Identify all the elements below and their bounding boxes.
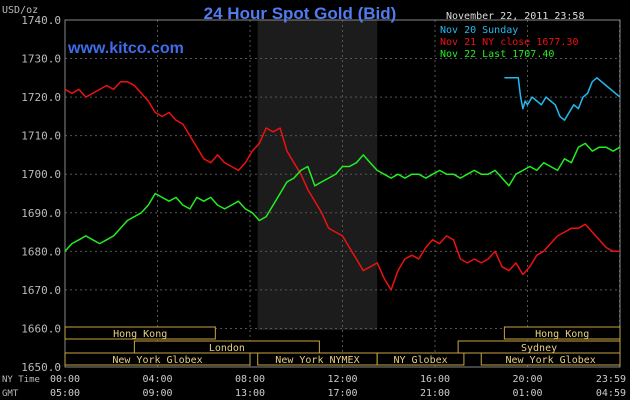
ny-time-tick: 08:00	[235, 374, 265, 385]
x-axis-ticks: 00:00 05:00 04:00 09:00 08:00 13:00 12:00 17:00…	[50, 374, 626, 399]
ny-time-tick: 16:00	[420, 374, 450, 385]
gmt-time-tick: 13:00	[235, 388, 265, 399]
market-session-label: London	[209, 343, 245, 354]
ny-time-tick: 23:59	[596, 374, 626, 385]
y-tick-label: 1650.0	[21, 361, 61, 374]
gmt-time-tick: 05:00	[50, 388, 80, 399]
y-tick-label: 1660.0	[21, 322, 61, 335]
market-session-bar	[64, 326, 216, 340]
plot-frame	[64, 19, 621, 368]
legend-entry-nov22: Nov 22 Last 1707.40	[440, 49, 554, 60]
series-line-0	[504, 77, 621, 121]
market-session-label: New York NYMEX	[275, 355, 359, 366]
market-session-label: NY Globex	[393, 355, 447, 366]
series-line-2	[64, 142, 621, 252]
ny-time-tick: 04:00	[142, 374, 172, 385]
y-axis-unit: USD/oz	[2, 5, 38, 16]
ny-time-tick: 00:00	[50, 374, 80, 385]
series-lines	[64, 77, 621, 291]
market-session-bar	[480, 352, 621, 366]
market-sessions: Hong Kong London New York Globex New York N…	[64, 326, 621, 366]
gmt-label: GMT	[2, 389, 19, 399]
y-tick-label: 1690.0	[21, 207, 61, 220]
gmt-time-tick: 09:00	[142, 388, 172, 399]
grid	[64, 19, 621, 368]
series-line-1	[64, 80, 620, 291]
site-link[interactable]: www.kitco.com	[67, 40, 184, 57]
legend: Nov 20 Sunday Nov 21 NY close 1677.30 No…	[440, 25, 578, 60]
timestamp: November 22, 2011 23:58	[446, 11, 584, 22]
market-session-label: Hong Kong	[113, 329, 167, 340]
y-tick-label: 1730.0	[21, 53, 61, 66]
chart-title: 24 Hour Spot Gold (Bid)	[204, 4, 397, 23]
ny-time-tick: 12:00	[327, 374, 357, 385]
y-tick-label: 1670.0	[21, 284, 61, 297]
y-tick-label: 1680.0	[21, 245, 61, 258]
y-tick-label: 1740.0	[21, 14, 61, 27]
market-session-bar	[64, 352, 251, 366]
market-session-label: Sydney	[521, 343, 557, 354]
nymex-session-shade	[257, 20, 378, 330]
ny-time-tick: 20:00	[512, 374, 542, 385]
y-tick-label: 1710.0	[21, 130, 61, 143]
market-session-label: New York Globex	[505, 355, 595, 366]
market-session-label: Hong Kong	[535, 329, 589, 340]
gmt-time-tick: 01:00	[512, 388, 542, 399]
legend-entry-nov21: Nov 21 NY close 1677.30	[440, 37, 578, 48]
gmt-time-tick: 17:00	[327, 388, 357, 399]
market-session-bar	[376, 352, 465, 366]
y-tick-label: 1720.0	[21, 91, 61, 104]
market-session-bar	[503, 326, 621, 340]
legend-entry-nov20: Nov 20 Sunday	[440, 25, 518, 36]
y-tick-label: 1700.0	[21, 168, 61, 181]
y-axis-ticks: 1650.0 1660.0 1670.0 1680.0 1690.0 1700.0 1710…	[21, 14, 61, 374]
gmt-time-tick: 21:00	[420, 388, 450, 399]
market-session-label: New York Globex	[112, 355, 202, 366]
gmt-time-tick: 04:59	[596, 388, 626, 399]
ny-time-label: NY Time	[2, 375, 40, 385]
